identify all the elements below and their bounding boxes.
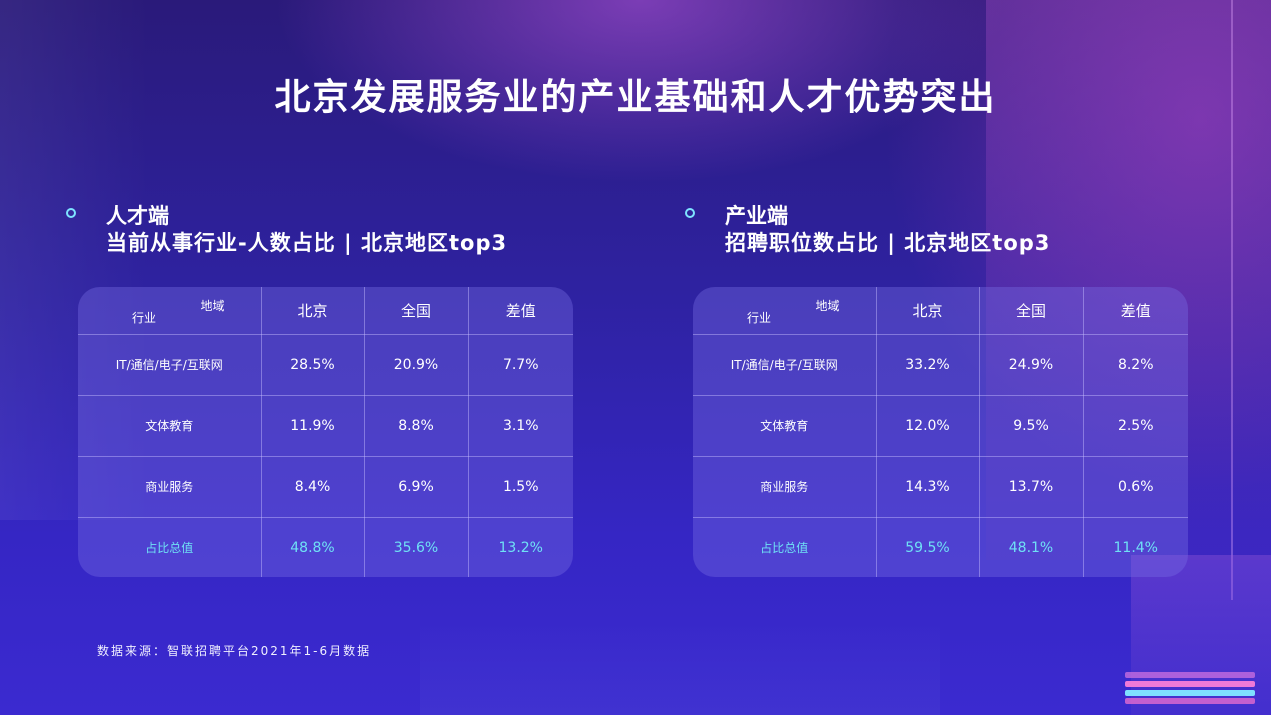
data-source-note: 数据来源：智联招聘平台2021年1-6月数据 — [97, 644, 372, 658]
table-row: 商业服务 14.3% 13.7% 0.6% — [693, 455, 1188, 519]
corner-industry-label: 行业 — [132, 310, 157, 325]
table-cell: 0.6% — [1082, 455, 1188, 519]
section-subheading: 招聘职位数占比 | 北京地区top3 — [725, 231, 1051, 255]
table-cell: 6.9% — [363, 455, 469, 519]
table-cell: 7.7% — [467, 333, 573, 396]
table-cell: 13.7% — [978, 455, 1084, 519]
column-header: 全国 — [363, 287, 469, 335]
table-cell: 14.3% — [875, 455, 980, 519]
column-header: 差值 — [467, 287, 573, 335]
table-cell: 13.2% — [467, 517, 573, 577]
background-decoration — [420, 620, 940, 715]
column-header: 差值 — [1082, 287, 1188, 335]
column-header: 北京 — [875, 287, 980, 335]
page-title: 北京发展服务业的产业基础和人才优势突出 — [274, 77, 997, 118]
table-row: IT/通信/电子/互联网 28.5% 20.9% 7.7% — [78, 333, 573, 396]
circle-bullet-icon — [685, 208, 695, 218]
table-cell: 1.5% — [467, 455, 573, 519]
table-row: IT/通信/电子/互联网 33.2% 24.9% 8.2% — [693, 333, 1188, 396]
table-corner-header: 地域 行业 — [78, 287, 262, 335]
stripe-decoration — [1125, 672, 1255, 704]
row-label: 占比总值 — [78, 517, 262, 577]
table-cell: 8.2% — [1082, 333, 1188, 396]
table-cell: 2.5% — [1082, 394, 1188, 457]
section-heading: 人才端 — [106, 204, 169, 228]
table-cell: 9.5% — [978, 394, 1084, 457]
section-subheading: 当前从事行业-人数占比 | 北京地区top3 — [106, 231, 508, 255]
table-cell: 11.9% — [260, 394, 365, 457]
row-label: IT/通信/电子/互联网 — [693, 333, 877, 396]
table-cell: 59.5% — [875, 517, 980, 577]
column-header: 全国 — [978, 287, 1084, 335]
corner-region-label: 地域 — [815, 299, 840, 313]
circle-bullet-icon — [66, 208, 76, 218]
table-cell: 35.6% — [363, 517, 469, 577]
row-label: 商业服务 — [693, 455, 877, 519]
table-cell: 12.0% — [875, 394, 980, 457]
table-cell: 11.4% — [1082, 517, 1188, 577]
table-cell: 28.5% — [260, 333, 365, 396]
row-label: 文体教育 — [693, 394, 877, 457]
table-row: 商业服务 8.4% 6.9% 1.5% — [78, 455, 573, 519]
table-cell: 33.2% — [875, 333, 980, 396]
table-cell: 8.4% — [260, 455, 365, 519]
row-label: IT/通信/电子/互联网 — [78, 333, 262, 396]
column-header: 北京 — [260, 287, 365, 335]
table-cell: 20.9% — [363, 333, 469, 396]
corner-region-label: 地域 — [200, 299, 225, 313]
table-cell: 48.1% — [978, 517, 1084, 577]
row-label: 占比总值 — [693, 517, 877, 577]
total-row: 占比总值 59.5% 48.1% 11.4% — [693, 517, 1188, 577]
row-label: 文体教育 — [78, 394, 262, 457]
table-cell: 3.1% — [467, 394, 573, 457]
table-cell: 48.8% — [260, 517, 365, 577]
table-row: 文体教育 12.0% 9.5% 2.5% — [693, 394, 1188, 457]
talent-table: 地域 行业 北京 全国 差值 IT/通信/电子/互联网 28.5% 20.9% … — [78, 287, 573, 577]
section-heading: 产业端 — [725, 204, 788, 228]
corner-industry-label: 行业 — [747, 310, 772, 325]
industry-table: 地域 行业 北京 全国 差值 IT/通信/电子/互联网 33.2% 24.9% … — [693, 287, 1188, 577]
total-row: 占比总值 48.8% 35.6% 13.2% — [78, 517, 573, 577]
table-cell: 8.8% — [363, 394, 469, 457]
table-corner-header: 地域 行业 — [693, 287, 877, 335]
row-label: 商业服务 — [78, 455, 262, 519]
table-row: 文体教育 11.9% 8.8% 3.1% — [78, 394, 573, 457]
table-cell: 24.9% — [978, 333, 1084, 396]
